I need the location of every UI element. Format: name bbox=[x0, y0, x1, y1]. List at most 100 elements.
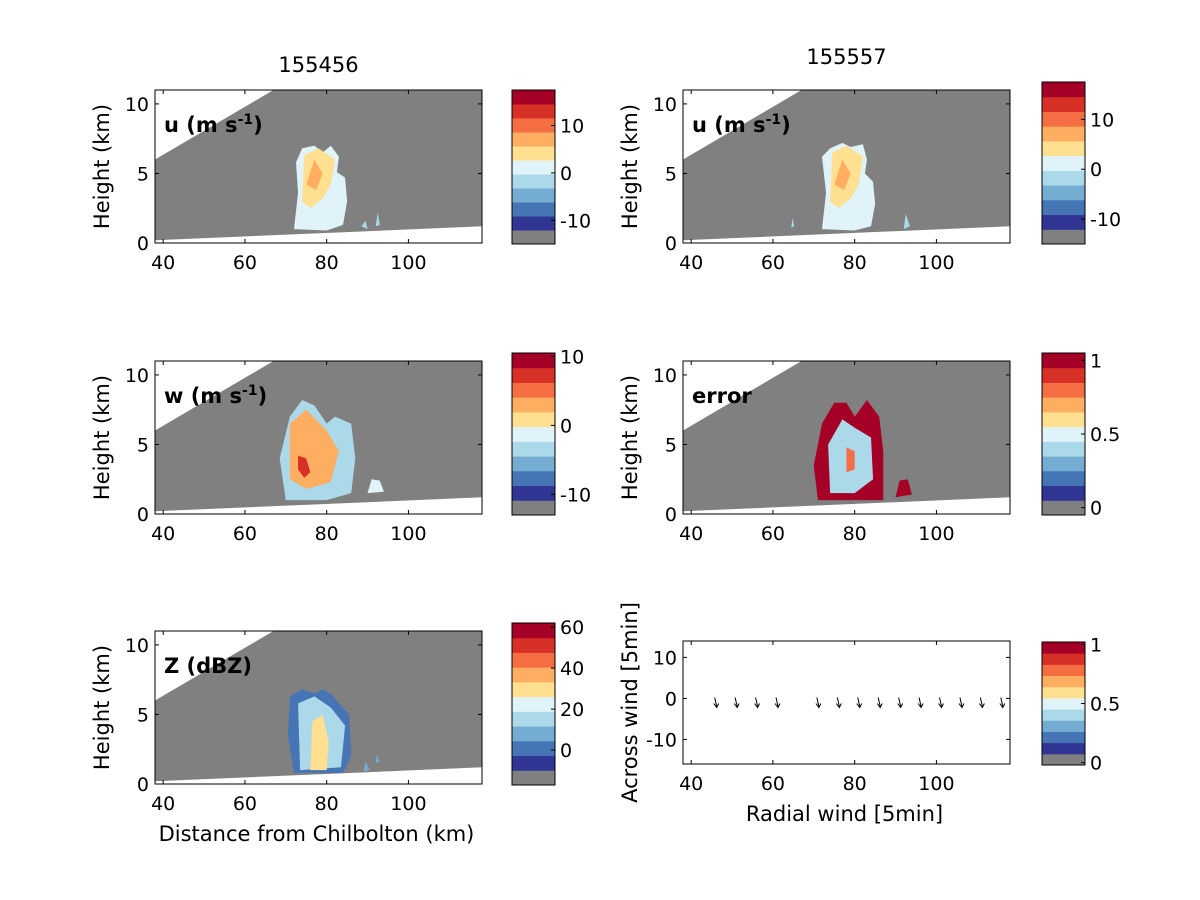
y-tick-label: 0 bbox=[665, 233, 677, 255]
colorbar-tick-label: 20 bbox=[560, 699, 584, 721]
colorbar-tick-label: 40 bbox=[560, 658, 584, 680]
x-tick-label: 60 bbox=[233, 793, 257, 815]
wind-arrow bbox=[836, 697, 840, 707]
x-tick-label: 80 bbox=[315, 252, 339, 274]
colorbar-tick-label: 0 bbox=[560, 163, 572, 185]
colorbar-segment bbox=[1042, 170, 1085, 186]
colorbar-tick-label: 0 bbox=[1090, 498, 1102, 520]
colorbar-segment bbox=[1042, 709, 1085, 721]
y-tick-label: 0 bbox=[137, 504, 149, 526]
wind-arrow bbox=[755, 697, 759, 707]
wind-arrowhead bbox=[733, 703, 740, 709]
axes-frame bbox=[682, 89, 1011, 244]
storm-cell bbox=[367, 479, 384, 494]
wind-arrowhead bbox=[897, 703, 904, 709]
x-tick-label: 40 bbox=[151, 252, 175, 274]
colorbar-tick-label: 0 bbox=[560, 740, 572, 762]
wind-arrowhead bbox=[978, 703, 985, 709]
colorbar-segment bbox=[1042, 664, 1085, 677]
x-tick-label: 40 bbox=[151, 793, 175, 815]
y-tick-label: 5 bbox=[137, 163, 149, 185]
colorbar-tick-label: 10 bbox=[560, 116, 584, 138]
colorbar-segment bbox=[512, 637, 555, 653]
wind-arrow bbox=[734, 697, 738, 707]
scan-field bbox=[155, 631, 482, 782]
colorbar-segment bbox=[512, 146, 555, 161]
x-tick-label: 80 bbox=[315, 793, 339, 815]
colorbar-tick-label: 0 bbox=[1090, 159, 1102, 181]
y-axis-label: Height (km) bbox=[90, 104, 114, 229]
panel-title: 155557 bbox=[806, 45, 886, 69]
colorbar-segment bbox=[512, 174, 555, 189]
panel-annotation: Z (dBZ) bbox=[164, 654, 252, 678]
colorbar-segment bbox=[1042, 214, 1085, 230]
y-tick-label: 10 bbox=[125, 365, 149, 387]
y-tick-label: 10 bbox=[125, 94, 149, 116]
colorbar-segment bbox=[512, 623, 555, 639]
colorbar-segment bbox=[512, 485, 555, 501]
colorbar-segment bbox=[512, 426, 555, 442]
wind-arrowhead bbox=[958, 703, 965, 709]
y-tick-label: 0 bbox=[665, 504, 677, 526]
storm-core bbox=[846, 447, 855, 473]
wind-arrow bbox=[714, 697, 718, 707]
storm-core bbox=[298, 455, 311, 478]
wind-arrow bbox=[775, 697, 779, 707]
colorbar-segment bbox=[1042, 742, 1085, 755]
y-tick-label: 5 bbox=[665, 163, 677, 185]
colorbar-u-155557: 10 0 -10 bbox=[1041, 81, 1121, 245]
colorbar-tick-label: 10 bbox=[1090, 109, 1114, 131]
colorbar-tick-label: 0 bbox=[1090, 753, 1102, 775]
colorbar-u-155456: 10 0 -10 bbox=[511, 89, 591, 245]
storm-cell bbox=[375, 754, 380, 764]
axes-frame bbox=[154, 89, 483, 244]
colorbar-tick-label: 0 bbox=[560, 415, 572, 437]
colorbar-segment bbox=[1042, 411, 1085, 428]
x-tick-label: 40 bbox=[151, 523, 175, 545]
wind-arrow bbox=[1000, 697, 1004, 707]
panel-Z-155456: 40 60 80 100 0 5 10 Height (km) Distance from Ch… bbox=[90, 630, 483, 846]
x-tick-label: 100 bbox=[390, 793, 426, 815]
colorbar-segment bbox=[1042, 367, 1085, 383]
wind-arrowhead bbox=[713, 703, 720, 709]
panel-error-155557: 40 60 80 100 0 5 10 Height (km) error bbox=[618, 360, 1011, 545]
colorbar-segment bbox=[1042, 82, 1085, 98]
x-tick-label: 40 bbox=[679, 252, 703, 274]
scan-field bbox=[155, 361, 482, 512]
x-tick-label: 80 bbox=[843, 252, 867, 274]
colorbar-segment bbox=[1042, 470, 1085, 487]
storm-cell bbox=[363, 761, 370, 772]
colorbar-segment bbox=[1042, 642, 1085, 654]
wind-arrowhead bbox=[754, 703, 761, 709]
colorbar-frame bbox=[1041, 81, 1086, 245]
colorbar-segment bbox=[512, 118, 555, 133]
wind-arrowhead bbox=[815, 703, 822, 709]
colorbar-tick-label: 10 bbox=[560, 346, 584, 368]
x-tick-label: 80 bbox=[315, 523, 339, 545]
wind-arrow bbox=[918, 697, 922, 707]
storm-cell bbox=[361, 220, 368, 230]
colorbar-segment bbox=[512, 696, 555, 712]
x-tick-label: 80 bbox=[843, 523, 867, 545]
x-tick-label: 60 bbox=[761, 252, 785, 274]
scan-field bbox=[155, 90, 482, 241]
colorbar-segment bbox=[512, 230, 555, 245]
colorbar-segment bbox=[1042, 675, 1085, 688]
colorbar-segment bbox=[1042, 185, 1085, 201]
scan-field bbox=[683, 90, 1010, 241]
x-tick-label: 60 bbox=[761, 773, 785, 795]
colorbar-segment bbox=[512, 90, 555, 105]
y-tick-label: 10 bbox=[653, 365, 677, 387]
colorbar-segment bbox=[512, 740, 555, 757]
plot-area bbox=[683, 641, 1010, 764]
colorbar-tick-label: 1 bbox=[1090, 634, 1102, 656]
x-tick-label: 60 bbox=[233, 523, 257, 545]
colorbar-segment bbox=[512, 711, 555, 727]
x-tick-label: 100 bbox=[390, 252, 426, 274]
colorbar-segment bbox=[512, 470, 555, 487]
x-tick-label: 100 bbox=[918, 773, 954, 795]
colorbar-quiver: 10.50 bbox=[1041, 634, 1120, 775]
colorbar-tick-label: -10 bbox=[1090, 209, 1121, 231]
colorbar-segment bbox=[512, 500, 555, 516]
